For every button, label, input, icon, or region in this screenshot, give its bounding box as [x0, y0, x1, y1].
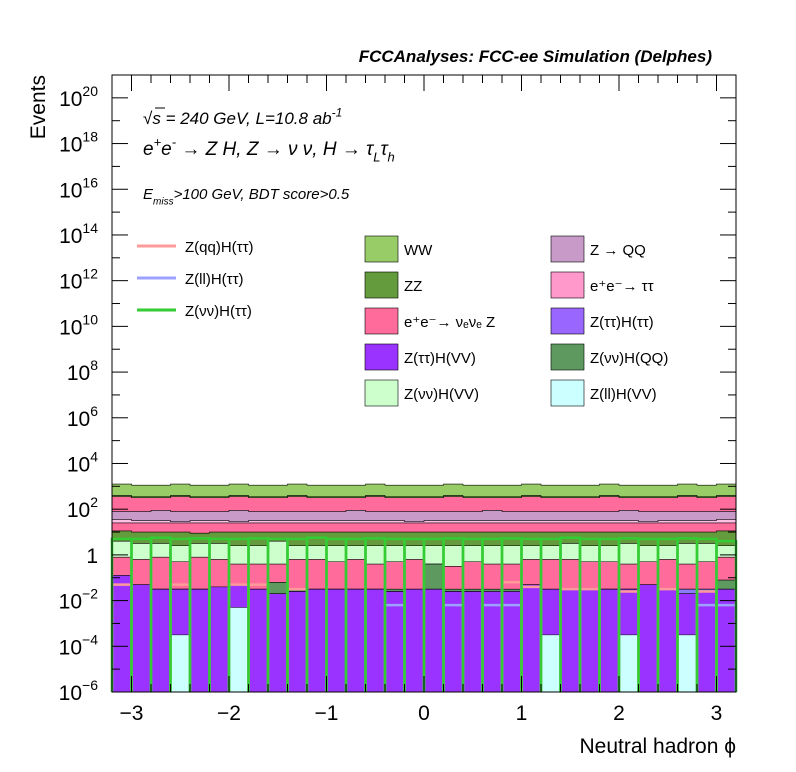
bar [248, 589, 268, 692]
legend-line-label: Z(ll)H(ττ) [185, 271, 244, 288]
legend-box-swatch [550, 235, 585, 263]
bar [404, 589, 424, 692]
bar [521, 584, 541, 692]
legend-line-label: Z(νν)H(ττ) [185, 303, 252, 320]
bar [346, 589, 366, 692]
legend-box-swatch [364, 343, 399, 371]
bar [131, 584, 151, 692]
y-tick-label: 1 [86, 545, 98, 568]
bar [268, 593, 288, 692]
legend-box-label: Z(ττ)H(ττ) [590, 314, 654, 331]
legend-box-swatch [550, 307, 585, 335]
annotation-cuts: Emiss>100 GeV, BDT score>0.5 [143, 186, 350, 207]
legend-box-label: Z → QQ [590, 242, 646, 259]
legend: Z(qq)H(ττ) Z(ll)H(ττ) Z(νν)H(ττ) WW Z → QQ ZZ… [137, 235, 668, 407]
y-tick-label: 108 [67, 357, 98, 385]
bar [502, 591, 522, 692]
bar [482, 591, 502, 692]
bar [385, 591, 405, 692]
y-tick-label: 104 [67, 448, 98, 476]
overlay-bar [540, 634, 561, 693]
y-tick-label: 10−2 [59, 586, 99, 614]
bar [697, 591, 717, 692]
y-tick-label: 1020 [59, 83, 98, 111]
y-tick-label: 1010 [59, 311, 98, 339]
legend-box-label: e⁺e⁻→ ττ [590, 278, 654, 295]
annotation-energy: √s = 240 GeV, L=10.8 ab-1 [143, 105, 342, 128]
legend-box-swatch [550, 271, 585, 299]
y-tick-label: 1012 [59, 266, 98, 294]
stacked-bars [111, 483, 737, 692]
bar [424, 589, 444, 692]
legend-box-swatch [364, 271, 399, 299]
legend-box-swatch [550, 343, 585, 371]
y-tick-label: 10−4 [59, 631, 99, 659]
x-tick-label: 1 [516, 702, 528, 725]
x-tick-labels: −3 −2 −1 0 1 2 3 [120, 702, 723, 725]
legend-box-swatch [550, 379, 585, 407]
y-tick-label: 10−6 [59, 677, 99, 705]
legend-box-swatch [364, 379, 399, 407]
y-tick-label: 1016 [59, 174, 98, 202]
x-tick-label: −2 [217, 702, 241, 725]
legend-box-label: e⁺e⁻→ νₑνₑ Z [404, 314, 495, 331]
bar [287, 591, 307, 692]
stack-outline [111, 510, 737, 692]
stack-outline [111, 496, 737, 692]
bar [599, 589, 619, 692]
y-tick-label: 106 [67, 403, 98, 431]
axis-ticks [111, 74, 737, 693]
x-tick-label: −3 [120, 702, 144, 725]
x-axis-label: Neutral hadron ϕ [579, 735, 736, 758]
bar [209, 586, 229, 692]
stack-outline [111, 530, 737, 692]
x-tick-label: 3 [711, 702, 723, 725]
legend-box-label: Z(νν)H(QQ) [590, 350, 668, 367]
annotation-process: e+e- → Z H, Z → ν ν, H → τLτh [143, 134, 395, 164]
bar [716, 589, 736, 692]
overlay-bar [677, 634, 698, 693]
legend-box-label: ZZ [404, 278, 422, 295]
overlay-bar [228, 607, 249, 693]
y-tick-labels: 10−6 10−4 10−2 1 102 104 106 108 1010 1012 1014 101… [59, 83, 99, 705]
x-tick-label: −1 [315, 702, 339, 725]
overlay-bar [618, 634, 639, 693]
bar [443, 591, 463, 692]
bar [151, 589, 171, 692]
bar [112, 575, 132, 692]
bar [658, 589, 678, 692]
legend-box-label: Z(ττ)H(VV) [404, 350, 476, 367]
x-tick-label: 0 [418, 702, 430, 725]
overlay-series [110, 536, 738, 693]
bar [365, 589, 385, 692]
stack-outline [111, 522, 737, 692]
y-tick-label: 1018 [59, 129, 98, 157]
bar [560, 589, 580, 692]
legend-box-swatch [364, 307, 399, 335]
y-tick-label: 1014 [59, 220, 98, 248]
legend-box-swatch [364, 235, 399, 263]
y-axis-label: Events [27, 75, 50, 139]
bar [463, 591, 483, 692]
x-tick-label: 2 [613, 702, 625, 725]
bar [638, 584, 658, 692]
y-tick-label: 102 [67, 494, 98, 522]
legend-box-label: Z(ll)H(VV) [590, 386, 657, 403]
legend-line-label: Z(qq)H(ττ) [185, 239, 254, 256]
bar [190, 589, 210, 692]
annotations: √s = 240 GeV, L=10.8 ab-1 e+e- → Z H, Z →… [143, 105, 395, 207]
overlay-bar [170, 634, 191, 693]
bar [326, 589, 346, 692]
stack-outline [111, 519, 737, 692]
legend-box-label: WW [404, 242, 433, 259]
legend-box-label: Z(νν)H(VV) [404, 386, 479, 403]
stack-outline [111, 495, 737, 692]
bar [307, 589, 327, 692]
chart-title: FCCAnalyses: FCC-ee Simulation (Delphes) [359, 47, 713, 66]
stack-outline [111, 483, 737, 692]
bar [580, 589, 600, 692]
